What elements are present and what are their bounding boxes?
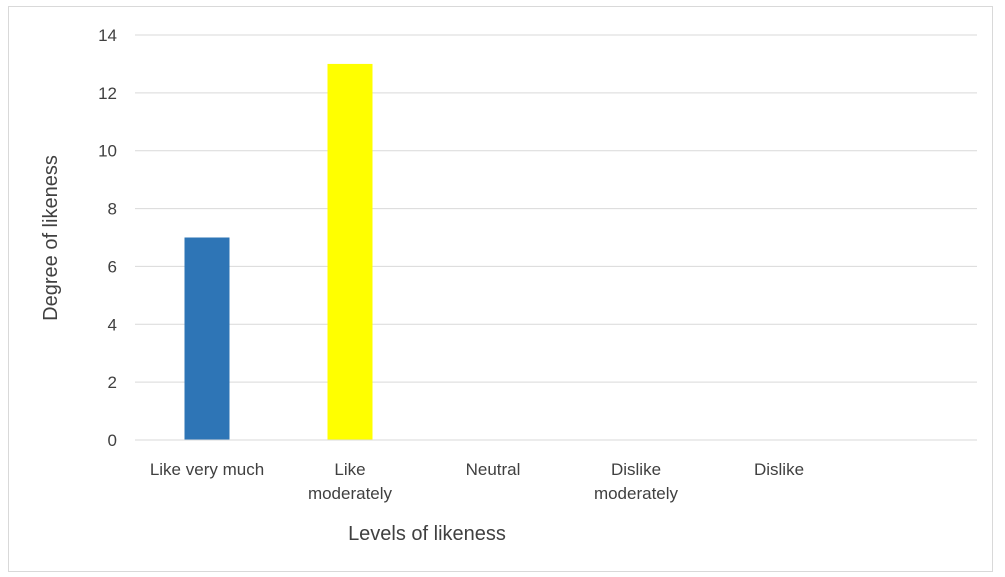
y-tick-label: 14 (98, 26, 117, 45)
y-tick-label: 8 (108, 200, 117, 219)
bars (184, 63, 373, 441)
y-tick-label: 4 (108, 315, 117, 334)
x-tick-label: Like moderately (308, 460, 393, 503)
y-axis-ticks: 0 2 4 6 8 10 12 14 (98, 26, 117, 450)
x-axis-title: Levels of likeness (348, 523, 506, 545)
bar (184, 237, 230, 440)
y-tick-label: 0 (108, 431, 117, 450)
x-tick-label: Dislike (754, 460, 804, 479)
y-tick-label: 12 (98, 84, 117, 103)
y-axis-title: Degree of likeness (40, 155, 62, 321)
x-tick-label: Neutral (466, 460, 521, 479)
chart-frame (8, 6, 993, 572)
x-tick-label: Dislike moderately (594, 460, 679, 503)
y-tick-label: 6 (108, 257, 117, 276)
gridlines (135, 34, 977, 383)
x-axis-ticks: Like very much Like moderately Neutral Disli… (150, 460, 804, 503)
y-tick-label: 10 (98, 142, 117, 161)
bar (327, 63, 373, 441)
y-tick-label: 2 (108, 373, 117, 392)
x-tick-label: Like very much (150, 460, 264, 479)
